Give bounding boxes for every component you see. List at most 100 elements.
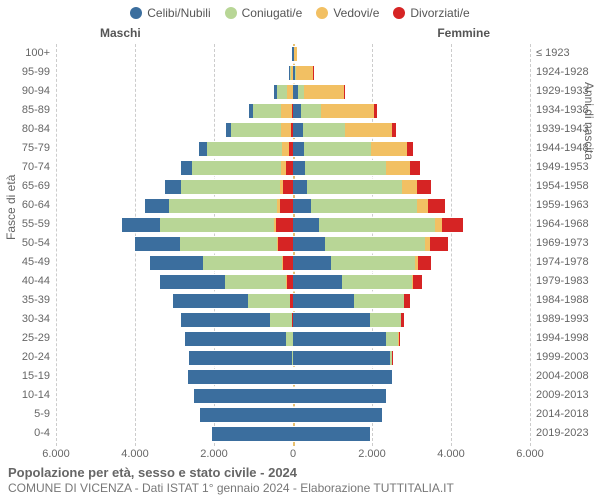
female-bar xyxy=(293,103,530,119)
age-label: 40-44 xyxy=(0,276,50,287)
segment-div xyxy=(374,103,377,119)
male-bar xyxy=(56,217,293,233)
female-bar xyxy=(293,255,530,271)
segment-cel xyxy=(293,274,342,290)
bar-row xyxy=(56,388,530,404)
segment-con xyxy=(325,236,426,252)
male-bar xyxy=(56,103,293,119)
segment-ved xyxy=(281,122,291,138)
bar-row xyxy=(56,179,530,195)
bars-area xyxy=(56,44,530,446)
bar-row xyxy=(56,369,530,385)
legend-item: Celibi/Nubili xyxy=(130,6,210,20)
legend: Celibi/Nubili Coniugati/e Vedovi/e Divorzia… xyxy=(0,0,600,20)
segment-ved xyxy=(304,84,344,100)
segment-cel xyxy=(293,388,386,404)
male-bar xyxy=(56,274,293,290)
bar-row xyxy=(56,65,530,81)
age-label: 5-9 xyxy=(0,409,50,420)
female-bar xyxy=(293,369,530,385)
female-bar xyxy=(293,236,530,252)
legend-swatch xyxy=(393,7,405,19)
age-label: 15-19 xyxy=(0,371,50,382)
segment-ved xyxy=(386,160,410,176)
x-tick: 2.000 xyxy=(358,448,386,460)
segment-cel xyxy=(293,236,325,252)
male-bar xyxy=(56,426,293,442)
age-label: 90-94 xyxy=(0,86,50,97)
age-label: 100+ xyxy=(0,48,50,59)
year-label: 2019-2023 xyxy=(536,428,600,439)
male-bar xyxy=(56,160,293,176)
bar-row xyxy=(56,160,530,176)
segment-cel xyxy=(293,122,303,138)
legend-swatch xyxy=(130,7,142,19)
year-labels: ≤ 19231924-19281929-19331934-19381939-19… xyxy=(536,44,600,446)
year-label: 1929-1933 xyxy=(536,86,600,97)
segment-cel xyxy=(293,179,307,195)
male-bar xyxy=(56,46,293,62)
female-bar xyxy=(293,274,530,290)
age-label: 10-14 xyxy=(0,390,50,401)
age-label: 30-34 xyxy=(0,314,50,325)
segment-ved xyxy=(345,122,392,138)
segment-cel xyxy=(160,274,225,290)
male-bar xyxy=(56,255,293,271)
footer-source: COMUNE DI VICENZA - Dati ISTAT 1° gennai… xyxy=(8,481,454,496)
age-label: 80-84 xyxy=(0,124,50,135)
footer-title: Popolazione per età, sesso e stato civil… xyxy=(8,465,454,481)
segment-con xyxy=(342,274,411,290)
segment-cel xyxy=(293,141,304,157)
year-label: 1934-1938 xyxy=(536,105,600,116)
legend-label: Celibi/Nubili xyxy=(147,6,210,20)
year-label: 1949-1953 xyxy=(536,162,600,173)
segment-con xyxy=(311,198,418,214)
bar-row xyxy=(56,103,530,119)
segment-con xyxy=(307,179,402,195)
segment-cel xyxy=(173,293,248,309)
male-bar xyxy=(56,312,293,328)
segment-cel xyxy=(293,160,305,176)
segment-cel xyxy=(135,236,180,252)
segment-div xyxy=(283,179,293,195)
segment-div xyxy=(430,236,448,252)
female-bar xyxy=(293,160,530,176)
segment-div xyxy=(392,122,396,138)
legend-item: Divorziati/e xyxy=(393,6,469,20)
female-bar xyxy=(293,179,530,195)
age-label: 85-89 xyxy=(0,105,50,116)
segment-con xyxy=(181,179,280,195)
segment-con xyxy=(319,217,436,233)
bar-row xyxy=(56,46,530,62)
age-label: 25-29 xyxy=(0,333,50,344)
segment-con xyxy=(370,312,401,328)
segment-cel xyxy=(194,388,293,404)
year-label: 1999-2003 xyxy=(536,352,600,363)
year-label: 2004-2008 xyxy=(536,371,600,382)
female-bar xyxy=(293,407,530,423)
segment-ved xyxy=(282,141,289,157)
year-label: 1989-1993 xyxy=(536,314,600,325)
female-bar xyxy=(293,312,530,328)
segment-cel xyxy=(293,312,370,328)
bar-row xyxy=(56,350,530,366)
legend-label: Vedovi/e xyxy=(333,6,379,20)
segment-cel xyxy=(293,407,382,423)
x-tick: 0 xyxy=(290,448,296,460)
segment-con xyxy=(169,198,278,214)
segment-div xyxy=(276,217,293,233)
age-label: 35-39 xyxy=(0,295,50,306)
segment-ved xyxy=(296,65,313,81)
segment-con xyxy=(180,236,277,252)
year-label: 1994-1998 xyxy=(536,333,600,344)
year-label: 1939-1943 xyxy=(536,124,600,135)
segment-cel xyxy=(293,217,319,233)
age-label: 60-64 xyxy=(0,200,50,211)
legend-item: Vedovi/e xyxy=(316,6,379,20)
bar-row xyxy=(56,293,530,309)
bar-row xyxy=(56,407,530,423)
legend-label: Coniugati/e xyxy=(242,6,303,20)
bar-row xyxy=(56,312,530,328)
bar-row xyxy=(56,122,530,138)
year-label: 1959-1963 xyxy=(536,200,600,211)
